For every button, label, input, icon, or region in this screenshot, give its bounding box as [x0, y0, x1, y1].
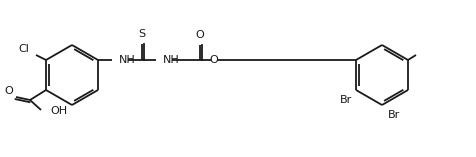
Text: Br: Br — [387, 110, 399, 120]
Text: NH: NH — [119, 55, 136, 65]
Text: O: O — [195, 30, 204, 40]
Text: Cl: Cl — [18, 44, 29, 54]
Text: Br: Br — [339, 95, 351, 105]
Text: O: O — [209, 55, 218, 65]
Text: OH: OH — [50, 106, 67, 116]
Text: S: S — [138, 29, 145, 39]
Text: O: O — [4, 86, 13, 96]
Text: NH: NH — [163, 55, 179, 65]
